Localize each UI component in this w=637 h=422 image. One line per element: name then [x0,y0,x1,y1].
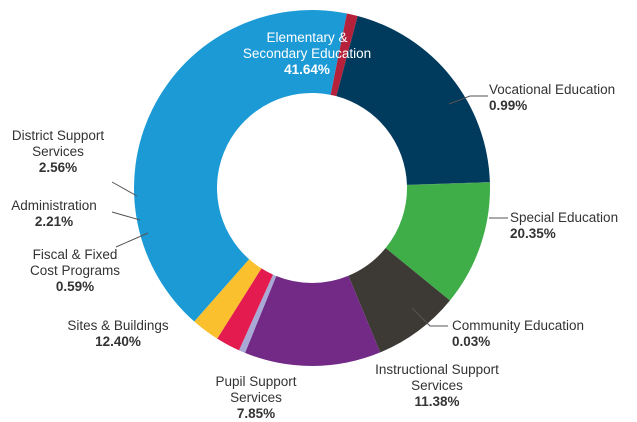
slice-district-support-services [194,259,262,339]
label-fiscal-and-fixed-cost-programs-line-2: Cost Programs [30,263,120,278]
value-vocational-education: 0.99% [489,98,527,113]
slice-administration [217,268,274,351]
value-district-support-services: 2.56% [39,160,77,175]
slice-instructional-support-services [385,182,490,301]
leader-administration [111,211,141,221]
label-elementary-and-secondary-education-line-2: Secondary Education [243,46,371,61]
value-elementary-and-secondary-education: 41.64% [284,62,330,77]
label-district-support-services-line-2: Services [32,144,84,159]
label-elementary-and-secondary-education-line-1: Elementary & [266,30,347,45]
label-vocational-education: Vocational Education [489,82,615,97]
label-pupil-support-services-line-1: Pupil Support [215,374,296,389]
value-community-education: 0.03% [452,334,490,349]
label-administration: Administration [11,198,97,213]
label-fiscal-and-fixed-cost-programs-line-1: Fiscal & Fixed [33,247,118,262]
leader-community-education [411,307,448,327]
slice-elementary-and-secondary-education [134,10,347,322]
slice-fiscal-and-fixed-cost-programs [238,274,277,353]
slice-special-education [336,15,490,185]
slice-vocational-education [330,13,358,97]
slice-community-education [406,182,490,186]
label-district-support-services-line-1: District Support [12,128,105,143]
slice-sites-and-buildings [245,275,381,366]
value-instructional-support-services: 11.38% [414,394,459,409]
donut-slices [134,10,490,366]
slice-pupil-support-services [348,248,450,353]
label-community-education: Community Education [452,318,584,333]
value-pupil-support-services: 7.85% [237,406,275,421]
label-instructional-support-services-line-1: Instructional Support [375,362,499,377]
leader-fiscal-and-fixed-cost-programs [115,232,149,248]
value-sites-and-buildings: 12.40% [95,334,141,349]
label-pupil-support-services-line-2: Services [230,390,282,405]
leader-lines [111,95,508,327]
leader-vocational-education [448,95,488,105]
leader-district-support-services [111,181,138,197]
value-administration: 2.21% [35,214,73,229]
label-sites-and-buildings: Sites & Buildings [67,318,169,333]
value-special-education: 20.35% [510,226,556,241]
value-fiscal-and-fixed-cost-programs: 0.59% [56,279,94,294]
label-special-education: Special Education [510,210,618,225]
label-instructional-support-services-line-2: Services [411,378,463,393]
